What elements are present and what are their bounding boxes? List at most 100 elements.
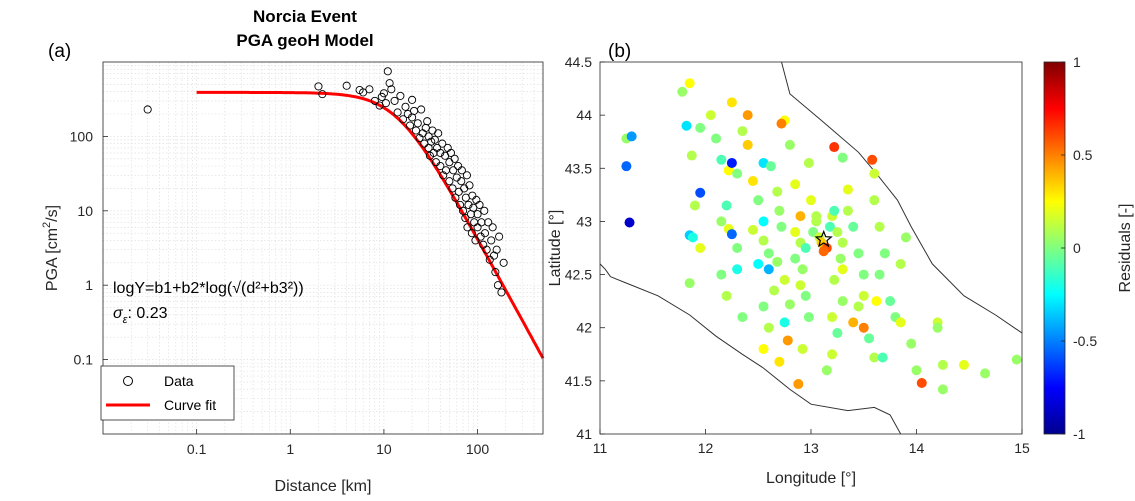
stations-layer [621, 78, 1022, 395]
panel-a-tag: (a) [48, 41, 71, 62]
x-tick-label-a: 0.1 [187, 441, 207, 457]
data-point [491, 268, 500, 277]
data-points-layer [143, 67, 508, 297]
data-point [342, 81, 351, 90]
station-marker [869, 168, 880, 179]
station-marker [827, 349, 838, 360]
colorbar-tick-label: 1 [1073, 54, 1081, 70]
station-marker [726, 97, 737, 108]
station-marker [895, 258, 906, 269]
station-marker [842, 205, 853, 216]
station-marker [774, 356, 785, 367]
station-marker [853, 301, 864, 312]
data-point [365, 85, 374, 94]
colorbar-tick-label: -0.5 [1073, 333, 1097, 349]
station-marker [871, 296, 882, 307]
data-point [463, 223, 472, 232]
station-marker [687, 232, 698, 243]
map-background [600, 62, 1022, 434]
data-point [482, 245, 491, 254]
data-point [449, 166, 458, 175]
data-point [446, 148, 456, 157]
x-tick-label-a: 1 [286, 441, 294, 457]
station-marker [776, 118, 787, 129]
station-marker [827, 312, 838, 323]
data-point [314, 82, 323, 91]
coastline [610, 276, 902, 434]
station-marker [980, 368, 991, 379]
colorbar-tick-label: 0 [1073, 240, 1081, 256]
station-marker [829, 142, 840, 153]
station-marker [695, 243, 706, 253]
data-point [318, 90, 327, 99]
data-point [430, 135, 439, 144]
data-point [423, 117, 432, 126]
station-marker [758, 301, 769, 312]
x-tick-label-b: 14 [909, 440, 925, 456]
panel-b-tag: (b) [608, 41, 631, 62]
station-marker [895, 317, 906, 328]
data-point [471, 236, 480, 245]
colorbar-tick-label: 0.5 [1073, 147, 1093, 163]
data-point [439, 171, 448, 180]
legend-label-curve: Curve fit [164, 397, 216, 413]
station-marker [869, 352, 880, 363]
colorbar-label: Residuals [-] [1117, 204, 1134, 293]
y-tick-label-a: 100 [70, 128, 94, 144]
sigma-symbol: σ [113, 305, 124, 322]
data-point [408, 95, 417, 104]
station-marker [848, 221, 859, 232]
data-point [464, 200, 473, 209]
data-point [480, 206, 489, 215]
y-tick-label-b: 42 [576, 320, 592, 336]
data-point [390, 96, 399, 105]
chart-subtitle: PGA geoH Model [236, 31, 373, 50]
station-marker [835, 253, 846, 264]
data-point [417, 105, 426, 114]
station-marker [726, 157, 737, 168]
data-point [492, 245, 501, 254]
y-tick-label-b: 42.5 [565, 267, 592, 283]
sigma-value: : 0.23 [128, 305, 168, 322]
station-marker [800, 243, 811, 253]
y-axis-label-a: PGA [cm2/s] [41, 205, 61, 291]
data-point [450, 154, 459, 163]
station-marker [800, 290, 811, 301]
data-point [448, 184, 457, 193]
station-marker [837, 237, 848, 248]
station-marker [867, 154, 878, 165]
y-tick-label-b: 41.5 [565, 373, 592, 389]
station-marker [858, 269, 869, 280]
data-point [487, 236, 496, 245]
x-axis-label-b: Longitude [°] [766, 470, 856, 487]
station-marker [621, 161, 632, 172]
coastline [600, 263, 611, 277]
data-point [457, 166, 466, 175]
ticks-b: 11 12 13 14 15 41 41.5 42 42.5 43 43.5 44 44.5 [565, 54, 1030, 456]
panel-b-residual-map: (b) 11 12 13 14 15 41 41.5 42 42.5 43 43.5 44 44.5 L… [547, 41, 1134, 487]
station-marker [684, 278, 695, 289]
station-marker [711, 133, 722, 144]
station-marker [747, 224, 758, 235]
data-point [461, 213, 470, 223]
sigma-subscript: ε [123, 314, 128, 326]
station-marker [858, 290, 869, 301]
station-marker [758, 343, 769, 354]
data-point [484, 218, 493, 227]
station-marker [695, 187, 706, 198]
colorbar-tick-label: -1 [1073, 426, 1086, 442]
data-point [413, 119, 422, 128]
panel-a-pga-attenuation: (a) Norcia Event PGA geoH Model 0.1 1 10 10… [41, 7, 545, 495]
station-marker [732, 264, 743, 275]
station-marker [753, 258, 764, 269]
station-marker [774, 205, 785, 216]
data-point [451, 193, 460, 202]
station-marker [705, 110, 716, 121]
equation-annotation: logY=b1+b2*log(√(d²+b3²)) [113, 280, 304, 297]
data-point [143, 105, 152, 114]
station-marker [864, 333, 875, 344]
station-marker [937, 384, 948, 395]
station-marker [686, 150, 697, 161]
y-tick-label-a: 1 [85, 277, 93, 293]
y-label-main: PGA [cm [44, 228, 61, 291]
